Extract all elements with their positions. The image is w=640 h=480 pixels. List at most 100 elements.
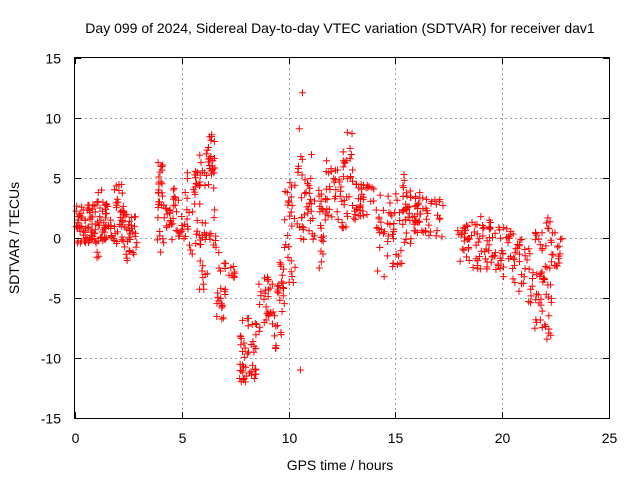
data-point [210,184,218,192]
data-point [281,243,289,251]
data-point [123,210,131,218]
data-point [538,246,546,254]
data-point [274,286,282,294]
data-point [202,150,210,158]
data-point [549,251,557,259]
y-tick-label: -5 [49,291,62,307]
data-point [129,249,137,257]
data-point [324,211,332,219]
data-point [280,300,288,308]
data-point [339,163,347,171]
data-point [399,207,407,215]
data-point [197,159,205,167]
data-point [249,338,257,346]
data-point [271,332,279,340]
data-point [479,225,487,233]
data-point [102,222,110,230]
data-point [77,212,85,220]
data-point [286,179,294,187]
data-point [472,255,480,263]
data-point [114,198,122,206]
data-point [419,205,427,213]
x-tick-label: 25 [602,430,618,446]
data-point [170,202,178,210]
data-point [237,367,245,375]
data-point [200,285,208,293]
data-point [298,89,306,97]
data-point [322,195,330,203]
data-point [363,211,371,219]
data-point [251,370,259,378]
data-point [483,237,491,245]
data-point [456,257,464,265]
data-point [341,158,349,166]
data-point [536,272,544,280]
data-point [288,222,296,230]
data-point [299,226,307,234]
data-point [155,188,163,196]
data-point [330,175,338,183]
data-point [305,227,313,235]
data-point [348,130,356,138]
data-point [191,183,199,191]
data-point [399,192,407,200]
data-point [485,247,493,255]
data-point [412,192,420,200]
data-point [83,206,91,214]
data-point [464,223,472,231]
data-point [439,202,447,210]
data-point [323,205,331,213]
data-point [317,258,325,266]
data-point [285,278,293,286]
data-point [245,348,253,356]
data-point [554,243,562,251]
data-point [198,233,206,241]
data-point [102,234,110,242]
data-point [212,232,220,240]
data-points [72,89,566,386]
data-point [111,223,119,231]
data-point [374,225,382,233]
data-point [497,234,505,242]
data-point [174,196,182,204]
data-point [500,273,508,281]
data-point [268,280,276,288]
plot-frame [74,57,610,419]
data-point [162,205,170,213]
data-point [389,260,397,268]
data-point [240,339,248,347]
data-point [181,188,189,196]
data-point [207,229,215,237]
data-point [132,243,140,251]
data-point [466,235,474,243]
data-point [505,255,513,263]
data-point [237,341,245,349]
data-point [370,185,378,193]
x-tick-label: 0 [72,430,80,446]
data-point [99,207,107,215]
data-point [101,228,109,236]
data-point [277,262,285,270]
data-point [205,231,213,239]
data-point [296,366,304,374]
data-point [411,227,419,235]
data-point [192,239,200,247]
data-point [295,125,303,133]
data-point [460,224,468,232]
data-point [72,207,80,215]
data-point [210,138,218,146]
data-point [504,239,512,247]
data-point [496,264,504,272]
data-point [349,166,357,174]
data-point [333,208,341,216]
data-point [536,241,544,249]
data-point [129,228,137,236]
data-point [473,220,481,228]
data-point [543,335,551,343]
data-point [193,227,201,235]
data-point [384,232,392,240]
data-point [163,222,171,230]
data-point [347,151,355,159]
data-point [311,197,319,205]
data-point [78,203,86,211]
